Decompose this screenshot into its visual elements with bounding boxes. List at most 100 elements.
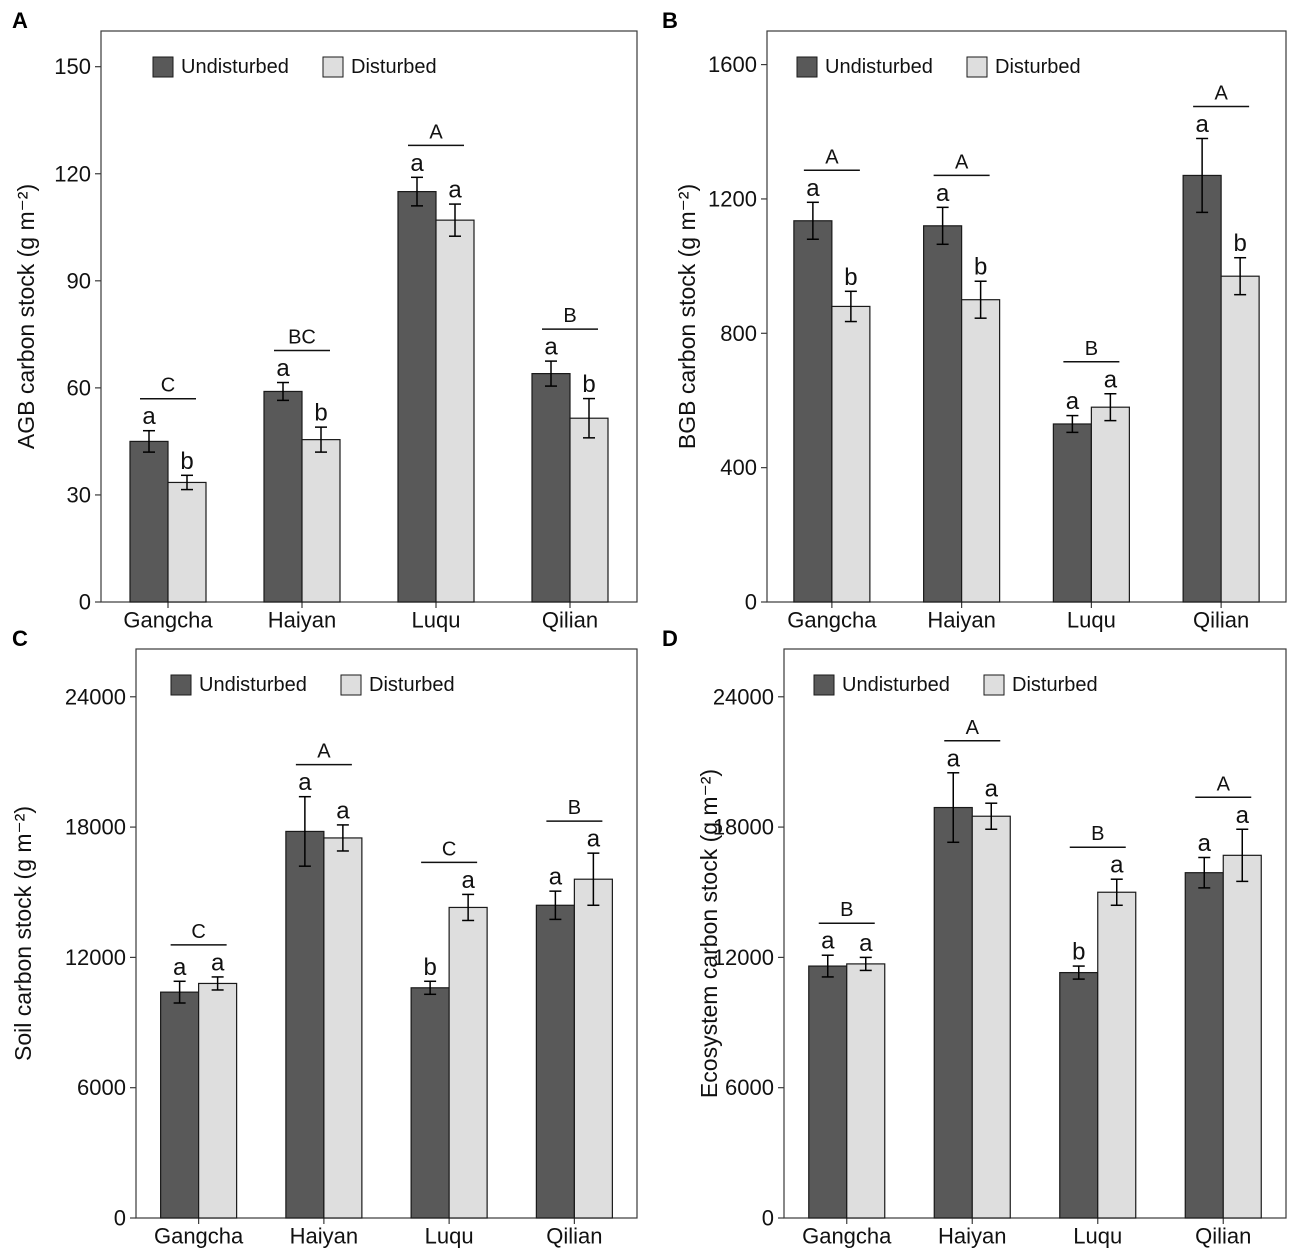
bar-undisturbed-qilian (1182, 174, 1222, 603)
y-axis-label: AGB carbon stock (g m⁻²) (13, 184, 39, 449)
x-tick-label: Qilian (542, 608, 598, 633)
y-tick-label: 0 (745, 590, 757, 615)
significance-letter: a (142, 403, 156, 430)
legend-label-disturbed: Disturbed (369, 674, 455, 696)
x-tick-label: Luqu (1067, 608, 1116, 633)
y-tick-label: 90 (67, 268, 91, 293)
significance-letter: a (298, 769, 312, 796)
y-axis-label: BGB carbon stock (g m⁻²) (674, 184, 700, 449)
legend-swatch-disturbed (322, 56, 344, 78)
x-tick-label: Qilian (1193, 608, 1249, 633)
y-tick-label: 12000 (713, 945, 774, 970)
legend-swatch-disturbed (983, 674, 1005, 696)
group-letter: A (1217, 773, 1231, 795)
plot-frame (783, 648, 1287, 1219)
bar-undisturbed-haiyan (923, 225, 963, 603)
group-letter: C (161, 375, 175, 397)
bar-undisturbed-gangcha (129, 440, 169, 603)
significance-letter: b (314, 400, 327, 427)
significance-letter: b (974, 254, 987, 281)
bar-disturbed-luqu (1090, 406, 1130, 603)
significance-letter: a (985, 776, 999, 803)
y-tick-label: 24000 (713, 684, 774, 709)
significance-letter: a (1198, 830, 1212, 857)
panel-label: C (12, 626, 28, 651)
y-tick-label: 1200 (708, 186, 757, 211)
bar-disturbed-gangcha (167, 481, 207, 603)
bar-disturbed-qilian (1220, 275, 1260, 603)
x-tick-label: Luqu (412, 608, 461, 633)
y-tick-label: 18000 (713, 815, 774, 840)
legend-swatch-undisturbed (152, 56, 174, 78)
bar-disturbed-luqu (448, 906, 488, 1219)
x-tick-label: Gangcha (802, 1224, 892, 1249)
plot-frame (100, 30, 638, 603)
bar-undisturbed-luqu (1052, 423, 1092, 603)
y-tick-label: 0 (79, 590, 91, 615)
x-tick-label: Luqu (425, 1224, 474, 1249)
panel-C: C 0 6000 12000 18000 24000 Soil carbon stock (… (10, 626, 638, 1249)
bar-undisturbed-gangcha (808, 965, 848, 1219)
bar-disturbed-haiyan (961, 299, 1001, 603)
significance-letter: a (936, 180, 950, 207)
legend-swatch-disturbed (966, 56, 988, 78)
group-letter: C (191, 921, 205, 943)
bar-undisturbed-luqu (410, 987, 450, 1219)
panel-A: A 0 30 60 90 120 150 AGB carbon stock (g m⁻²) Un… (12, 8, 638, 633)
y-tick-label: 24000 (65, 684, 126, 709)
significance-letter: a (448, 177, 462, 204)
x-tick-label: Qilian (546, 1224, 602, 1249)
bar-undisturbed-haiyan (263, 390, 303, 603)
y-tick-label: 12000 (65, 945, 126, 970)
significance-letter: a (859, 930, 873, 957)
group-letter: B (563, 305, 576, 327)
significance-letter: a (173, 954, 187, 981)
plot-frame (766, 30, 1287, 603)
bar-disturbed-qilian (573, 878, 613, 1219)
significance-letter: b (423, 954, 436, 981)
significance-letter: b (582, 371, 595, 398)
x-tick-label: Qilian (1195, 1224, 1251, 1249)
group-letter: C (442, 838, 456, 860)
bar-undisturbed-qilian (535, 904, 575, 1219)
bar-disturbed-gangcha (846, 963, 886, 1219)
significance-letter: a (461, 867, 475, 894)
legend-label-disturbed: Disturbed (995, 56, 1081, 78)
bar-undisturbed-gangcha (160, 991, 200, 1219)
significance-letter: a (821, 928, 835, 955)
x-tick-label: Haiyan (268, 608, 336, 633)
y-axis-label: Ecosystem carbon stock (g m⁻²) (696, 769, 722, 1098)
x-tick-label: Haiyan (938, 1224, 1006, 1249)
legend-swatch-disturbed (340, 674, 362, 696)
bar-undisturbed-luqu (397, 190, 437, 603)
panel-label: A (12, 8, 28, 33)
panel-label: D (662, 626, 678, 651)
legend-label-undisturbed: Undisturbed (199, 674, 307, 696)
significance-letter: b (1233, 230, 1246, 257)
group-letter: B (568, 797, 581, 819)
group-letter: B (1091, 823, 1104, 845)
y-tick-label: 30 (67, 482, 91, 507)
panel-label: B (662, 8, 678, 33)
legend-swatch-undisturbed (796, 56, 818, 78)
bar-disturbed-qilian (1222, 854, 1262, 1219)
group-letter: A (429, 121, 443, 143)
legend-swatch-undisturbed (170, 674, 192, 696)
y-tick-label: 400 (720, 455, 757, 480)
y-tick-label: 0 (762, 1206, 774, 1231)
bar-undisturbed-qilian (531, 373, 571, 603)
legend-swatch-undisturbed (813, 674, 835, 696)
legend-label-disturbed: Disturbed (1012, 674, 1098, 696)
plot-frame (135, 648, 638, 1219)
group-letter: BC (288, 327, 316, 349)
bar-disturbed-luqu (435, 219, 475, 603)
y-axis-label: Soil carbon stock (g m⁻²) (10, 806, 36, 1061)
significance-letter: a (806, 175, 820, 202)
bar-disturbed-haiyan (301, 439, 341, 603)
y-tick-label: 18000 (65, 815, 126, 840)
bar-disturbed-gangcha (831, 305, 871, 603)
y-tick-label: 800 (720, 321, 757, 346)
x-tick-label: Gangcha (787, 608, 877, 633)
y-tick-label: 150 (54, 54, 91, 79)
y-tick-label: 60 (67, 375, 91, 400)
